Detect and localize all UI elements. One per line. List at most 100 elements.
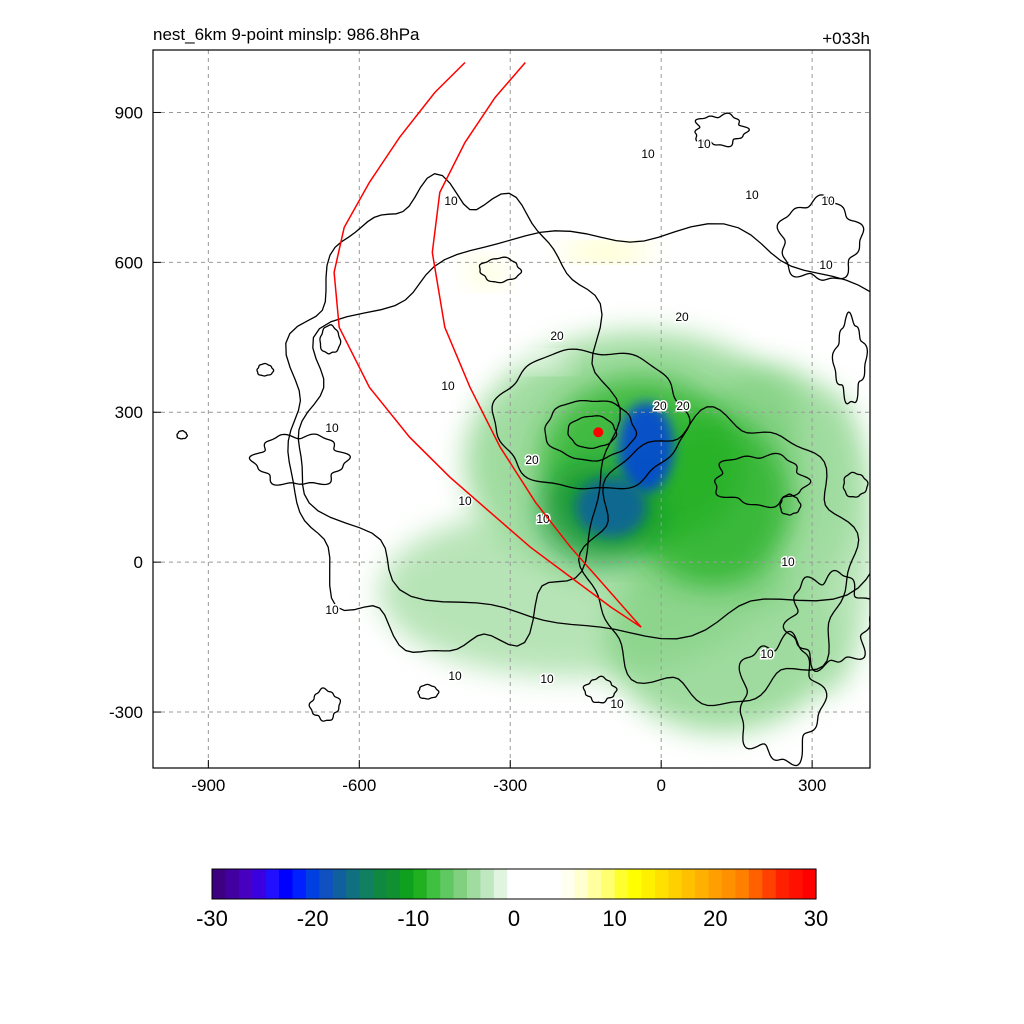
plot-frame — [152, 49, 871, 769]
colorbar-swatch — [426, 869, 441, 899]
contour-12 — [782, 569, 870, 672]
colorbar-swatch — [547, 869, 562, 899]
contour-8 — [694, 112, 750, 148]
colorbar-swatch — [762, 869, 777, 899]
contour-13 — [738, 630, 828, 767]
colorbar-swatch — [789, 869, 804, 899]
colorbar-swatch — [238, 869, 253, 899]
chart-title: nest_6km 9-point minslp: 986.8hPa — [153, 25, 420, 44]
colorbar-swatch — [695, 869, 710, 899]
field-blob-9 — [575, 477, 647, 538]
contour-label: 10 — [610, 697, 624, 711]
contour-18 — [582, 675, 618, 704]
contour-19 — [308, 687, 342, 722]
contour-label: 10 — [540, 672, 554, 686]
colorbar-swatch — [225, 869, 240, 899]
contour-label: 10 — [697, 137, 711, 151]
y-tick-label: 900 — [115, 103, 143, 122]
colorbar-swatch — [212, 869, 227, 899]
colorbar-swatch — [252, 869, 267, 899]
contour-label: 10 — [641, 147, 655, 161]
contour-4 — [544, 399, 638, 462]
contour-6 — [248, 433, 351, 486]
contour-14 — [319, 324, 342, 355]
colorbar-swatch — [373, 869, 388, 899]
contour-label: 20 — [675, 310, 689, 324]
colorbar-swatch — [775, 869, 790, 899]
colorbar-tick-label: 20 — [703, 906, 727, 931]
colorbar-swatch — [735, 869, 750, 899]
colorbar-swatch — [668, 869, 683, 899]
storm-center-marker — [593, 427, 604, 438]
colorbar-swatch — [493, 869, 508, 899]
colorbar-swatch — [346, 869, 361, 899]
colorbar-swatch — [359, 869, 374, 899]
colorbar-swatch — [520, 869, 535, 899]
colorbar-tick-label: 10 — [602, 906, 626, 931]
colorbar-swatch — [279, 869, 294, 899]
field-blob-11 — [462, 257, 508, 288]
track-lines — [333, 61, 642, 628]
contour-label: 10 — [448, 669, 462, 683]
colorbar-swatch — [574, 869, 589, 899]
colorbar-swatch — [480, 869, 495, 899]
colorbar-swatch — [319, 869, 334, 899]
colorbar-swatch — [305, 869, 320, 899]
forecast-hour-label: +033h — [822, 29, 870, 48]
field-blob-14 — [520, 352, 571, 373]
x-tick-label: 300 — [798, 776, 826, 795]
contour-label: 10 — [760, 647, 774, 661]
colorbar-tick-label: -30 — [196, 906, 228, 931]
field-blob-4 — [781, 392, 870, 693]
colorbar-swatch — [708, 869, 723, 899]
contour-21 — [779, 493, 802, 516]
contour-17 — [417, 683, 440, 700]
colorbar-swatch — [601, 869, 616, 899]
x-tick-label: -600 — [342, 776, 376, 795]
field-blob-13 — [306, 137, 332, 188]
colorbar-swatch — [628, 869, 643, 899]
contour-label: 20 — [550, 329, 564, 343]
colorbar-swatch — [534, 869, 549, 899]
contour-label: 10 — [781, 555, 795, 569]
contour-3 — [491, 348, 691, 490]
contour-label: 20 — [525, 453, 539, 467]
y-tick-label: 300 — [115, 403, 143, 422]
colorbar-tick-label: -20 — [297, 906, 329, 931]
y-tick-label: -300 — [109, 703, 143, 722]
contour-label: 10 — [444, 194, 458, 208]
colorbar-swatch — [722, 869, 737, 899]
colorbar-swatch — [467, 869, 482, 899]
colorbar-swatch — [654, 869, 669, 899]
colorbar-swatch — [614, 869, 629, 899]
contour-label: 10 — [745, 188, 759, 202]
colorbar-swatch — [560, 869, 575, 899]
contour-16 — [176, 430, 188, 440]
colorbar-swatch — [292, 869, 307, 899]
colorbar-tick-label: 30 — [804, 906, 828, 931]
contour-label: 10 — [819, 258, 833, 272]
contour-label: 10 — [325, 603, 339, 617]
colorbar-swatch — [748, 869, 763, 899]
x-tick-label: 0 — [656, 776, 665, 795]
track-line-0 — [333, 61, 642, 628]
contour-label: 10 — [458, 494, 472, 508]
field-blob-10 — [560, 243, 652, 262]
contour-5 — [567, 415, 618, 450]
contour-11 — [714, 452, 812, 509]
contour-9 — [776, 194, 865, 281]
contour-label: 20 — [653, 399, 667, 413]
colorbar-swatch — [587, 869, 602, 899]
colorbar-swatch — [507, 869, 522, 899]
colorbar-swatch — [681, 869, 696, 899]
contour-label: 10 — [821, 194, 835, 208]
x-tick-label: -300 — [493, 776, 527, 795]
contour-20 — [842, 471, 869, 498]
contour-10 — [831, 311, 869, 405]
contour-2 — [578, 406, 860, 707]
shaded-field — [306, 137, 870, 733]
contour-15 — [256, 362, 275, 377]
